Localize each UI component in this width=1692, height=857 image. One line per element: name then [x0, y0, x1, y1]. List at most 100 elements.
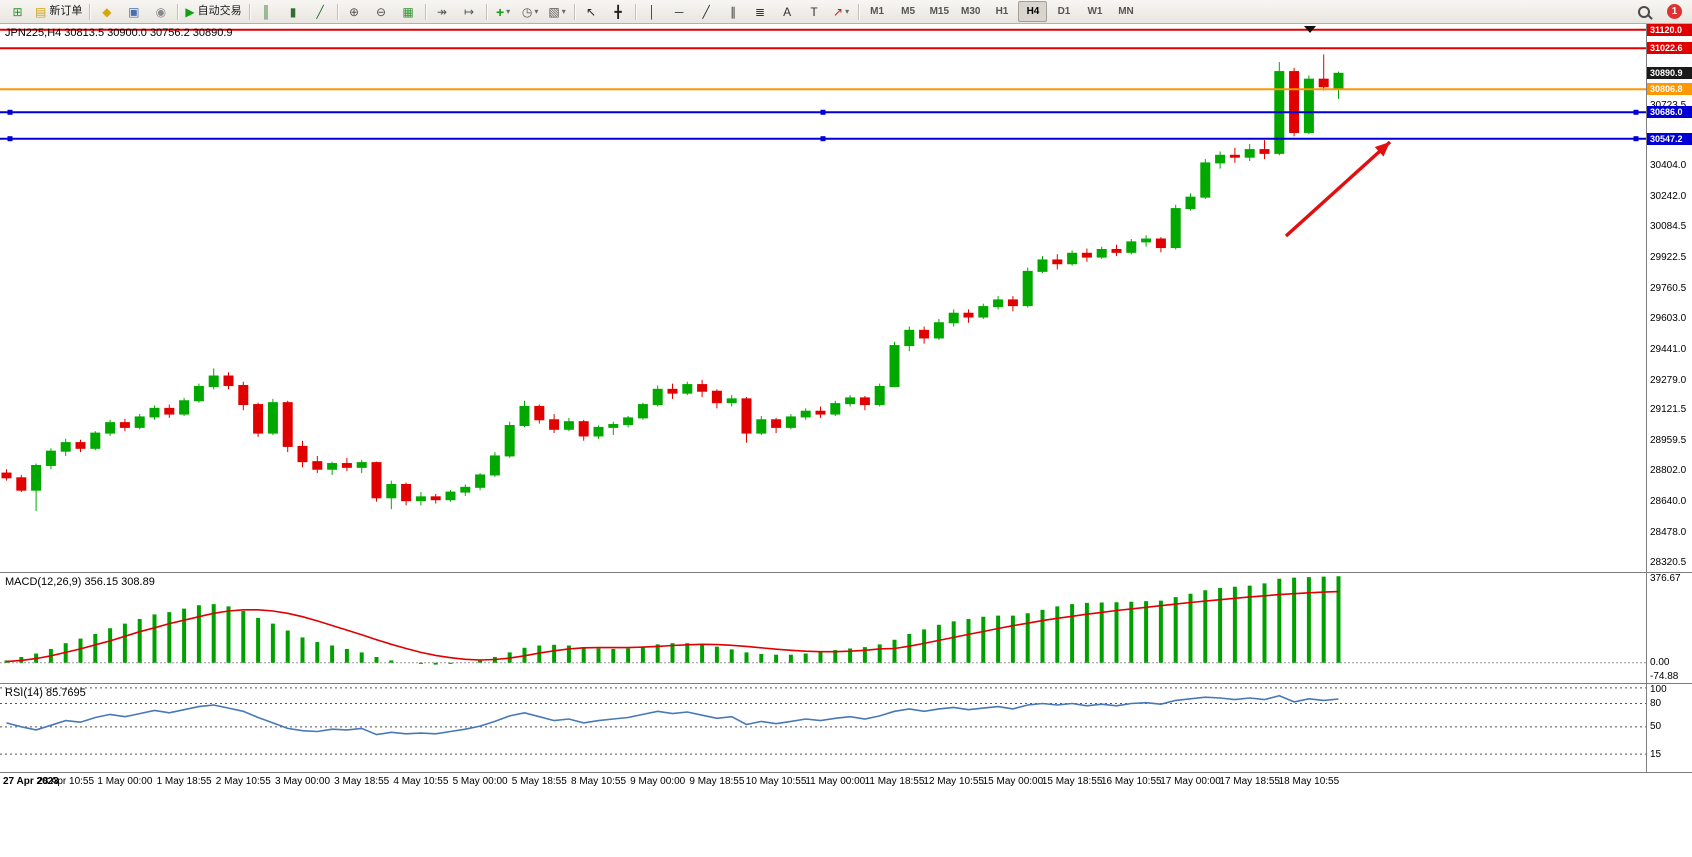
candle — [771, 417, 782, 434]
macd-tick-label: 376.67 — [1650, 573, 1681, 584]
trendline-button[interactable]: ╱ — [694, 1, 719, 22]
notification-badge[interactable]: 1 — [1667, 4, 1682, 19]
time-tick-label: 17 May 00:00 — [1160, 776, 1221, 787]
vertical-line-button[interactable]: │ — [640, 1, 665, 22]
timeframe-m15[interactable]: M15 — [929, 5, 950, 17]
line-handle[interactable] — [820, 136, 826, 142]
candle — [105, 419, 116, 436]
horizontal-line-icon: ─ — [674, 4, 684, 19]
market-watch-button[interactable]: ◆ — [94, 1, 119, 22]
alerts-button[interactable]: ◉ — [148, 1, 173, 22]
candle — [578, 419, 589, 441]
macd-tick-label: 0.00 — [1650, 657, 1670, 669]
label-button[interactable]: T — [802, 1, 827, 22]
text-button[interactable]: A — [775, 1, 800, 22]
bar-chart-button[interactable]: ║ — [254, 1, 279, 22]
chart-shift-icon: ↦ — [464, 4, 475, 19]
candlestick-chart-button[interactable]: ▮ — [281, 1, 306, 22]
new-order-icon: ▤ — [35, 4, 47, 19]
macd-canvas[interactable] — [0, 573, 1647, 683]
macd-axis[interactable]: 376.67 0.00 -74.88 — [1646, 573, 1692, 683]
time-axis[interactable]: 27 Apr 2023 28 Apr 10:55 1 May 00:00 1 May … — [0, 773, 1692, 791]
price-tick-label: 30084.5 — [1650, 221, 1687, 233]
search-button[interactable] — [1631, 1, 1656, 22]
line-handle[interactable] — [1633, 136, 1639, 142]
auto-scroll-icon: ↠ — [437, 4, 448, 19]
timeframe-h4[interactable]: H4 — [1018, 1, 1048, 22]
candle — [785, 414, 796, 430]
candle — [1170, 204, 1181, 250]
candle — [1303, 75, 1314, 135]
candle — [460, 484, 471, 496]
autotrading-button[interactable]: ▶ 自动交易 — [182, 1, 244, 22]
auto-scroll-button[interactable]: ↠ — [430, 1, 455, 22]
price-chart-canvas[interactable] — [0, 24, 1647, 572]
macd-tick-label: -74.88 — [1650, 671, 1679, 682]
candle — [1259, 140, 1270, 160]
time-tick-label: 1 May 18:55 — [156, 776, 212, 787]
arrows-button[interactable]: ↗ ▾ — [829, 1, 854, 22]
tile-windows-button[interactable]: ▦ — [396, 1, 421, 22]
time-tick-label: 2 May 10:55 — [215, 776, 271, 787]
candle — [1111, 244, 1122, 257]
line-handle[interactable] — [1633, 109, 1639, 115]
price-tag: 30806.8 — [1647, 83, 1692, 96]
timeframe-mn[interactable]: MN — [1118, 5, 1134, 17]
candle — [297, 440, 308, 468]
chart-shift-marker[interactable] — [1304, 26, 1316, 33]
rsi-axis[interactable]: 100 80 50 15 — [1646, 684, 1692, 772]
candle — [75, 439, 86, 453]
chevron-down-icon: ▾ — [845, 6, 850, 16]
timeframe-m1[interactable]: M1 — [870, 5, 885, 17]
rsi-canvas[interactable] — [0, 684, 1647, 772]
candle — [489, 452, 500, 477]
text-icon: A — [783, 4, 792, 19]
candle — [267, 398, 278, 435]
time-tick-label: 5 May 00:00 — [452, 776, 508, 787]
channel-button[interactable]: ∥ — [721, 1, 746, 22]
candle — [534, 404, 545, 424]
cursor-button[interactable]: ↖ — [579, 1, 604, 22]
line-chart-button[interactable]: ╱ — [308, 1, 333, 22]
candle — [1185, 193, 1196, 211]
time-tick-label: 11 May 00:00 — [805, 776, 866, 787]
timeframe-d1[interactable]: D1 — [1057, 5, 1071, 17]
rsi-tick-label: 15 — [1650, 748, 1662, 760]
timeframe-m30[interactable]: M30 — [961, 5, 981, 17]
line-chart-icon: ╱ — [316, 4, 324, 19]
templates-button[interactable]: ▧ ▾ — [545, 1, 570, 22]
main-toolbar: ⊞ ▤ 新订单 ◆ ▣ ◉ ▶ 自动交易 ║ ▮ ╱ ⊕ ⊖ ▦ ↠ ↦ + ▾ ◷ ▾ ▧ ▾ ↖ ╋ │ ─ ╱ ∥ ≣ A T ↗ ▾ M1… — [0, 0, 1692, 24]
price-tick-label: 28959.5 — [1650, 435, 1687, 447]
indicators-plus-icon: + — [495, 3, 505, 20]
candle — [1141, 235, 1152, 247]
market-watch-icon: ◆ — [102, 4, 112, 19]
chart-shift-button[interactable]: ↦ — [457, 1, 482, 22]
macd-label: MACD(12,26,9) 356.15 308.89 — [5, 576, 155, 588]
timeframe-w1[interactable]: W1 — [1087, 5, 1103, 17]
timeframe-h1[interactable]: H1 — [995, 5, 1009, 17]
new-order-button[interactable]: ▤ 新订单 — [32, 1, 85, 22]
crosshair-button[interactable]: ╋ — [606, 1, 631, 22]
trend-arrow[interactable] — [1284, 140, 1392, 238]
periods-button[interactable]: ◷ ▾ — [518, 1, 543, 22]
price-axis[interactable]: 30723.5 30404.0 30242.0 30084.5 29922.5 29760… — [1646, 23, 1692, 572]
chevron-down-icon: ▾ — [506, 6, 511, 16]
label-icon: T — [810, 4, 818, 19]
candle — [1244, 143, 1255, 161]
indicators-button[interactable]: + ▾ — [491, 1, 516, 22]
toolbar-separator — [573, 3, 575, 20]
line-handle[interactable] — [7, 136, 13, 142]
candle — [1, 469, 12, 481]
profiles-button[interactable]: ▣ — [121, 1, 146, 22]
new-chart-button[interactable]: ⊞ — [5, 1, 30, 22]
line-handle[interactable] — [7, 109, 13, 115]
zoom-out-button[interactable]: ⊖ — [369, 1, 394, 22]
fibonacci-button[interactable]: ≣ — [748, 1, 773, 22]
rsi-tick-label: 80 — [1650, 697, 1662, 709]
price-tick-label: 30723.5 — [1650, 99, 1687, 111]
line-handle[interactable] — [820, 109, 826, 115]
timeframe-m5[interactable]: M5 — [901, 5, 916, 17]
horizontal-line-button[interactable]: ─ — [667, 1, 692, 22]
play-icon: ▶ — [185, 4, 195, 19]
zoom-in-button[interactable]: ⊕ — [342, 1, 367, 22]
